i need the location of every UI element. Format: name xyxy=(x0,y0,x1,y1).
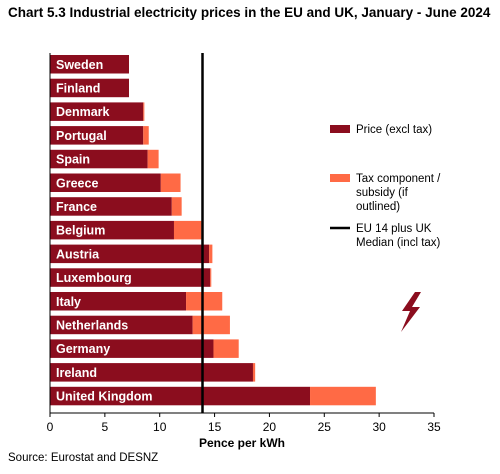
lightning-bolt-icon xyxy=(401,292,421,332)
category-label-portugal: Portugal xyxy=(56,129,107,143)
category-label-greece: Greece xyxy=(56,176,98,190)
bar-tax-ireland xyxy=(252,363,256,382)
category-label-luxembourg: Luxembourg xyxy=(56,271,132,285)
bar-tax-france xyxy=(171,197,182,216)
chart-source: Source: Eurostat and DESNZ xyxy=(8,452,159,464)
category-label-austria: Austria xyxy=(56,247,100,261)
x-tick-label: 30 xyxy=(372,420,386,434)
bar-price-france xyxy=(50,197,172,216)
x-tick-label: 20 xyxy=(263,420,277,434)
category-label-united-kingdom: United Kingdom xyxy=(56,390,153,404)
bar-tax-italy xyxy=(186,292,223,311)
category-label-germany: Germany xyxy=(56,342,110,356)
bar-price-united-kingdom xyxy=(50,386,311,406)
bar-price-finland xyxy=(50,78,129,98)
bar-tax-united-kingdom xyxy=(310,386,376,406)
bar-price-luxembourg xyxy=(50,268,211,287)
bar-price-sweden xyxy=(50,55,129,74)
x-axis-title: Pence per kWh xyxy=(199,436,285,450)
legend: Price (excl tax) Tax component / subsidy (… xyxy=(330,124,441,249)
x-tick-label: 35 xyxy=(427,420,441,434)
legend-label-price-excl-tax: Price (excl tax) xyxy=(356,124,432,136)
chart-title: Chart 5.3 Industrial electricity prices … xyxy=(8,5,491,20)
x-tick-label: 25 xyxy=(318,420,332,434)
bar-tax-austria xyxy=(209,244,213,264)
x-tick-label: 10 xyxy=(153,420,167,434)
x-tick-label: 0 xyxy=(47,420,54,434)
legend-label-tax-component-subsidy-if-outlined: Tax component / subsidy (if outlined) xyxy=(356,173,441,213)
category-label-belgium: Belgium xyxy=(56,224,105,238)
bar-price-italy xyxy=(50,292,187,311)
category-label-spain: Spain xyxy=(56,153,90,167)
bar-tax-germany xyxy=(213,339,239,358)
legend-label-eu-14-plus-uk-median-incl-tax: EU 14 plus UK Median (incl tax) xyxy=(356,223,441,249)
bar-price-spain xyxy=(50,149,148,169)
x-axis: 0 5 10 15 20 25 30 35 Pence per kWh xyxy=(47,53,441,450)
bar-tax-denmark xyxy=(143,102,145,121)
bars-layer: Sweden Finland Denmark Portugal Spain Greece F… xyxy=(50,55,376,406)
category-label-denmark: Denmark xyxy=(56,105,110,119)
bar-price-austria xyxy=(50,244,210,264)
category-label-netherlands: Netherlands xyxy=(56,318,128,332)
legend-swatch-tax-component-subsidy-if-outlined xyxy=(330,174,350,182)
bar-price-belgium xyxy=(50,220,174,240)
legend-swatch-price-excl-tax xyxy=(330,125,350,133)
bar-tax-luxembourg xyxy=(210,268,212,287)
bar-price-germany xyxy=(50,339,214,358)
x-tick-label: 5 xyxy=(102,420,109,434)
bar-price-denmark xyxy=(50,102,144,121)
category-label-ireland: Ireland xyxy=(56,366,97,380)
category-label-finland: Finland xyxy=(56,81,100,95)
bar-price-netherlands xyxy=(50,315,193,335)
bar-price-greece xyxy=(50,173,161,192)
bar-price-portugal xyxy=(50,126,144,145)
category-label-italy: Italy xyxy=(56,295,81,309)
category-label-france: France xyxy=(56,200,97,214)
bar-tax-spain xyxy=(147,149,159,169)
bar-tax-portugal xyxy=(143,126,149,145)
bar-tax-belgium xyxy=(173,220,202,240)
bar-tax-netherlands xyxy=(192,315,230,335)
lightning-bolt-shape xyxy=(401,292,421,332)
category-label-sweden: Sweden xyxy=(56,58,103,72)
x-tick-label: 15 xyxy=(208,420,222,434)
bar-tax-greece xyxy=(160,173,181,192)
